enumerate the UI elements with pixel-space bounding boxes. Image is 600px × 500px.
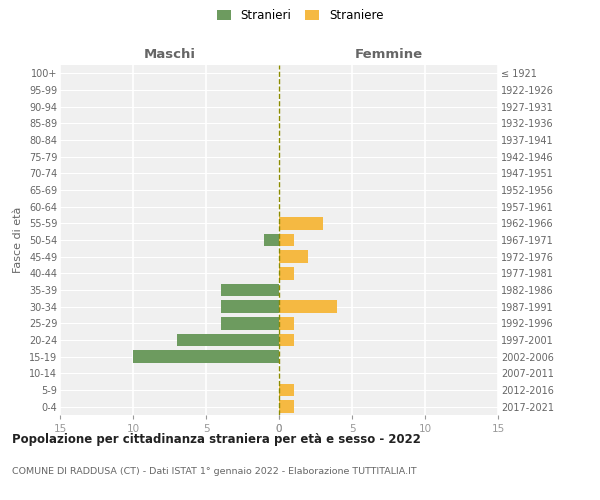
- Bar: [221, 317, 279, 330]
- Text: COMUNE DI RADDUSA (CT) - Dati ISTAT 1° gennaio 2022 - Elaborazione TUTTITALIA.IT: COMUNE DI RADDUSA (CT) - Dati ISTAT 1° g…: [12, 468, 416, 476]
- Bar: [279, 317, 293, 330]
- Bar: [177, 334, 279, 346]
- Y-axis label: Fasce di età: Fasce di età: [13, 207, 23, 273]
- Bar: [221, 300, 279, 313]
- Bar: [221, 284, 279, 296]
- Bar: [279, 234, 293, 246]
- Bar: [279, 334, 293, 346]
- Bar: [279, 384, 293, 396]
- Bar: [265, 234, 279, 246]
- Text: Popolazione per cittadinanza straniera per età e sesso - 2022: Popolazione per cittadinanza straniera p…: [12, 432, 421, 446]
- Bar: [279, 267, 293, 280]
- Bar: [279, 250, 308, 263]
- Bar: [279, 300, 337, 313]
- Bar: [279, 217, 323, 230]
- Title: Femmine: Femmine: [355, 48, 422, 61]
- Title: Maschi: Maschi: [143, 48, 196, 61]
- Bar: [133, 350, 279, 363]
- Bar: [279, 400, 293, 413]
- Legend: Stranieri, Straniere: Stranieri, Straniere: [213, 6, 387, 26]
